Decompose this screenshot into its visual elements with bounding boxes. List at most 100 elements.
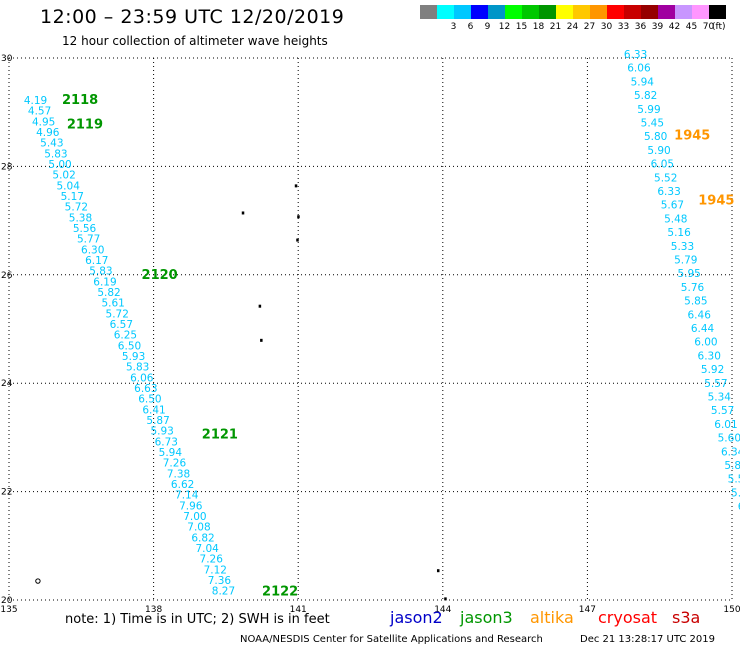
scale-label: 36	[634, 22, 647, 32]
wave-height-value: 7.08	[187, 522, 210, 534]
wave-height-value: 6.00	[694, 337, 717, 349]
wave-height-value: 5.77	[77, 234, 100, 246]
scale-swatch	[471, 5, 488, 19]
scale-label: 42	[668, 22, 681, 32]
scale-label: 18	[532, 22, 545, 32]
scale-swatch	[709, 5, 726, 19]
wave-height-value: 5.67	[661, 200, 684, 212]
lat-tick-label: 28	[1, 162, 13, 172]
scale-swatch	[641, 5, 658, 19]
scale-label: 39	[651, 22, 664, 32]
scale-label: 33	[617, 22, 630, 32]
wave-height-value: 5.80	[731, 487, 740, 499]
pass-time-label: 2122	[262, 585, 298, 600]
wave-height-value: 6.50	[138, 394, 161, 406]
wave-height-value: 5.48	[664, 213, 687, 225]
wave-height-value: 6.46	[688, 309, 712, 321]
scale-swatch	[590, 5, 607, 19]
scale-swatch	[556, 5, 573, 19]
wave-height-value: 5.61	[101, 298, 124, 310]
lon-tick-label: 147	[579, 605, 596, 615]
wave-height-value: 5.57	[704, 378, 727, 390]
pass-time-label: 2120	[142, 268, 178, 283]
pass-time-label: 2119	[67, 117, 103, 132]
wave-height-value: 4.57	[28, 106, 51, 118]
wave-height-value: 6.50	[118, 340, 141, 352]
wave-height-value: 5.85	[684, 296, 707, 308]
scale-swatch	[692, 5, 709, 19]
wave-height-value: 5.45	[641, 118, 664, 130]
satellite-legend-jason3: jason3	[460, 608, 513, 627]
wave-height-value: 5.54	[728, 474, 740, 486]
wave-height-value: 5.90	[647, 145, 670, 157]
scale-label: 15	[515, 22, 528, 32]
scale-label: 30	[600, 22, 613, 32]
wave-height-value: 5.04	[57, 180, 81, 192]
wave-height-value: 6.44	[691, 323, 715, 335]
wave-height-value: 5.79	[674, 255, 697, 267]
wave-height-value: 5.56	[73, 223, 97, 235]
island-mark	[241, 211, 245, 215]
scale-label: 6	[467, 22, 474, 32]
scale-swatch	[539, 5, 556, 19]
pass-time-label: 2121	[202, 427, 238, 442]
lon-tick-label: 144	[434, 605, 451, 615]
wave-height-value: 5.72	[65, 202, 88, 214]
wave-height-value: 5.93	[150, 426, 173, 438]
wave-height-value: 5.60	[718, 433, 740, 445]
scale-label: 45	[685, 22, 698, 32]
scale-swatch	[573, 5, 590, 19]
lon-tick-label: 141	[290, 605, 307, 615]
scale-unit: (ft)	[712, 22, 726, 32]
wave-height-value: 7.26	[200, 554, 224, 566]
satellite-legend-jason2: jason2	[390, 608, 443, 627]
wave-height-value: 5.99	[637, 104, 660, 116]
wave-height-value: 7.14	[175, 490, 199, 502]
wave-height-value: 5.86	[724, 460, 740, 472]
island-mark	[297, 215, 300, 219]
wave-height-value: 5.76	[681, 282, 705, 294]
wave-height-value: 5.16	[667, 227, 691, 239]
wave-height-value: 6.05	[651, 159, 674, 171]
wave-height-value: 7.00	[183, 511, 206, 523]
scale-swatch	[454, 5, 471, 19]
scale-swatch	[437, 5, 454, 19]
wave-height-value: 6.41	[142, 404, 165, 416]
pass-time-label: 1945	[674, 128, 710, 143]
wave-height-value: 5.34	[708, 392, 732, 404]
wave-height-value: 6.33	[624, 49, 647, 61]
wave-height-value: 4.19	[24, 95, 47, 107]
island-mark	[296, 238, 299, 242]
wave-height-value: 5.82	[634, 90, 657, 102]
wave-height-value: 6.5	[738, 501, 740, 513]
wave-height-value: 6.57	[110, 319, 133, 331]
scale-label: 9	[484, 22, 491, 32]
island-mark	[436, 569, 440, 573]
wave-height-value: 5.94	[159, 447, 183, 459]
lat-tick-label: 22	[1, 488, 12, 498]
scale-swatch	[522, 5, 539, 19]
wave-height-value: 5.80	[644, 131, 667, 143]
scale-swatch	[488, 5, 505, 19]
wave-height-value: 5.95	[677, 268, 700, 280]
wave-height-value: 6.17	[85, 255, 108, 267]
scale-swatch	[505, 5, 522, 19]
wave-height-value: 5.52	[654, 172, 677, 184]
island-mark	[294, 184, 298, 188]
scale-swatch	[607, 5, 624, 19]
generation-timestamp: Dec 21 13:28:17 UTC 2019	[580, 634, 715, 645]
wave-height-value: 6.25	[114, 330, 137, 342]
island-mark	[444, 597, 447, 601]
page-title: 12:00 – 23:59 UTC 12/20/2019	[40, 6, 345, 28]
wave-height-value: 5.17	[61, 191, 84, 203]
wave-height-value: 5.83	[89, 266, 112, 278]
wave-height-value: 6.33	[657, 186, 680, 198]
scale-label: 24	[566, 22, 579, 32]
wave-height-value: 5.87	[146, 415, 169, 427]
wave-height-value: 6.63	[134, 383, 157, 395]
wave-height-value: 4.96	[36, 127, 60, 139]
scale-swatch	[658, 5, 675, 19]
wave-height-value: 5.38	[69, 212, 92, 224]
wave-height-value: 6.19	[93, 276, 116, 288]
scale-label: 70	[702, 22, 715, 32]
